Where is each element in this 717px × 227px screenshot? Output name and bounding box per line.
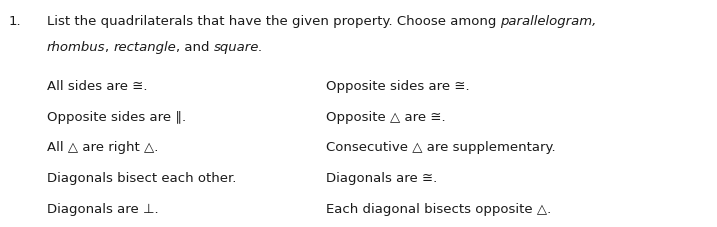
Text: Consecutive △ are supplementary.: Consecutive △ are supplementary. — [326, 141, 556, 154]
Text: All △ are right △.: All △ are right △. — [47, 141, 158, 154]
Text: List the quadrilaterals that have the given property. Choose among: List the quadrilaterals that have the gi… — [47, 15, 500, 28]
Text: Opposite sides are ≅.: Opposite sides are ≅. — [326, 79, 470, 92]
Text: rectangle: rectangle — [113, 41, 176, 54]
Text: ,: , — [105, 41, 113, 54]
Text: , and: , and — [176, 41, 214, 54]
Text: All sides are ≅.: All sides are ≅. — [47, 79, 147, 92]
Text: Diagonals are ≅.: Diagonals are ≅. — [326, 171, 437, 184]
Text: Opposite sides are ∥.: Opposite sides are ∥. — [47, 110, 186, 123]
Text: Opposite △ are ≅.: Opposite △ are ≅. — [326, 110, 446, 123]
Text: square.: square. — [214, 41, 264, 54]
Text: Diagonals bisect each other.: Diagonals bisect each other. — [47, 171, 236, 184]
Text: Diagonals are ⊥.: Diagonals are ⊥. — [47, 202, 158, 215]
Text: Each diagonal bisects opposite △.: Each diagonal bisects opposite △. — [326, 202, 551, 215]
Text: parallelogram,: parallelogram, — [500, 15, 597, 28]
Text: 1.: 1. — [9, 15, 22, 28]
Text: rhombus: rhombus — [47, 41, 105, 54]
